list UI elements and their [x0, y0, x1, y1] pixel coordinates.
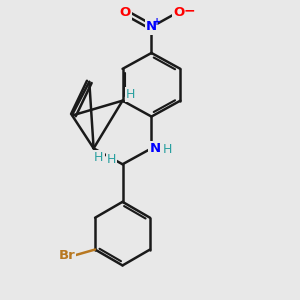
Text: H: H [126, 88, 135, 101]
Text: +: + [153, 17, 161, 27]
Text: O: O [120, 6, 131, 19]
Text: O: O [173, 6, 184, 19]
Text: H: H [94, 151, 104, 164]
Text: N: N [149, 142, 161, 155]
Text: H: H [107, 153, 116, 167]
Text: H: H [163, 143, 172, 156]
Text: −: − [184, 3, 195, 17]
Text: Br: Br [58, 249, 75, 262]
Text: N: N [146, 20, 157, 33]
